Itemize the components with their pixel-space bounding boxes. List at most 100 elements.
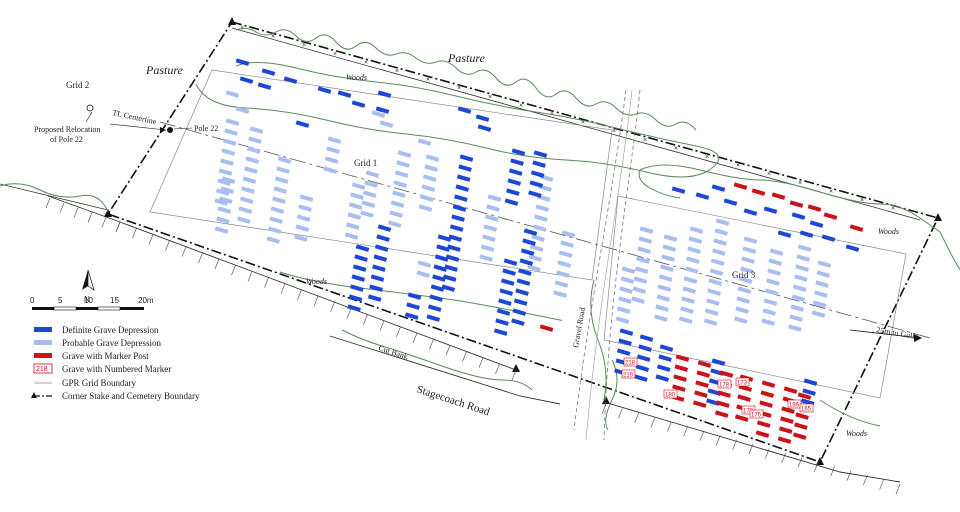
marker-post-grave xyxy=(795,412,809,420)
probable-grave xyxy=(483,224,498,232)
definite-grave xyxy=(658,354,672,362)
marker-post-grave xyxy=(823,212,838,220)
fence-mark: × xyxy=(891,206,895,213)
fence-mark: × xyxy=(860,197,864,204)
probable-grave xyxy=(298,204,312,212)
definite-grave xyxy=(441,284,456,292)
probable-grave xyxy=(632,286,647,294)
probable-grave xyxy=(249,126,264,134)
definite-grave xyxy=(618,338,632,346)
definite-grave xyxy=(655,374,670,382)
marker-number: 218 xyxy=(625,361,636,367)
probable-grave xyxy=(681,296,695,304)
probable-grave xyxy=(660,264,674,272)
probable-grave xyxy=(242,176,257,184)
probable-grave xyxy=(796,254,811,262)
hatch-line xyxy=(879,479,884,490)
marker-post-grave xyxy=(697,360,712,368)
definite-grave xyxy=(436,244,450,252)
definite-grave xyxy=(845,244,860,252)
definite-grave xyxy=(515,288,529,296)
fence-mark: × xyxy=(767,171,771,178)
proposed-relocation-marker xyxy=(86,104,94,112)
probable-grave xyxy=(295,224,310,232)
definite-grave xyxy=(477,124,492,132)
probable-grave xyxy=(556,270,570,278)
definite-grave xyxy=(619,328,634,336)
probable-grave xyxy=(214,226,229,234)
definite-grave xyxy=(502,268,516,276)
label-gravel-road: Gravel Road xyxy=(571,307,587,349)
probable-graves xyxy=(214,90,832,332)
probable-grave xyxy=(396,160,410,168)
corner-stake xyxy=(512,364,520,372)
probable-grave xyxy=(387,220,402,228)
legend-label: Grave with Marker Post xyxy=(62,351,149,361)
corner-stake xyxy=(816,457,824,465)
probable-grave xyxy=(266,236,281,244)
probable-grave xyxy=(561,230,576,238)
definite-grave xyxy=(659,344,674,352)
probable-grave xyxy=(763,298,778,306)
hatch-line xyxy=(264,277,269,288)
marker-number: 178 xyxy=(719,383,730,389)
definite-grave xyxy=(457,106,472,114)
probable-grave xyxy=(272,196,286,204)
marker-number: 173 xyxy=(737,381,748,387)
fence-mark: × xyxy=(364,59,368,66)
probable-grave xyxy=(769,248,784,256)
definite-grave xyxy=(695,192,710,200)
definite-grave xyxy=(803,378,818,386)
probable-grave xyxy=(424,164,438,172)
probable-grave xyxy=(362,190,377,198)
probable-grave xyxy=(218,196,233,204)
hatch-line xyxy=(280,283,286,294)
hatch-line xyxy=(396,326,401,337)
probable-grave xyxy=(767,268,781,276)
definite-grave xyxy=(508,168,523,176)
probable-grave xyxy=(817,260,832,268)
marker-post-grave xyxy=(777,436,792,444)
hatch-line xyxy=(797,457,803,468)
label-grid-1: Grid 1 xyxy=(354,158,377,168)
hatch-line xyxy=(814,461,819,472)
definite-grave xyxy=(821,234,836,242)
probable-grave xyxy=(618,296,632,304)
definite-grave xyxy=(372,264,386,272)
definite-grave xyxy=(429,294,443,302)
probable-grave xyxy=(348,202,363,210)
definite-grave xyxy=(352,264,367,272)
definite-grave xyxy=(407,292,422,300)
hatch-line xyxy=(87,212,93,223)
corner-stake xyxy=(104,209,112,217)
probable-grave xyxy=(742,246,757,254)
hatch-line xyxy=(148,234,154,245)
marker-post-grave xyxy=(675,354,690,362)
probable-grave xyxy=(248,136,262,144)
label-woods-east: Woods xyxy=(878,227,899,236)
probable-grave xyxy=(631,296,645,304)
definite-grave xyxy=(495,318,509,326)
probable-grave xyxy=(361,200,376,208)
scale-tick: 15 xyxy=(110,296,119,305)
hatch-line xyxy=(412,332,418,344)
definite-grave xyxy=(506,188,520,196)
probable-grave xyxy=(528,254,543,262)
definite-grave xyxy=(520,248,535,256)
probable-grave xyxy=(680,306,694,314)
label-stagecoach-road: Stagecoach Road xyxy=(415,383,492,418)
marker-post-grave xyxy=(692,400,707,408)
probable-grave xyxy=(217,178,231,186)
definite-grave xyxy=(354,254,368,262)
gully-arrow xyxy=(849,329,922,342)
definite-grave xyxy=(532,160,546,168)
definite-grave xyxy=(493,328,508,336)
legend-label: Probable Grave Depression xyxy=(62,338,161,348)
definite-grave xyxy=(616,348,631,356)
marker-post-grave xyxy=(755,430,770,438)
hatch-line xyxy=(667,421,672,432)
probable-grave xyxy=(795,264,809,272)
probable-grave xyxy=(347,212,362,220)
hatch-line xyxy=(181,246,187,257)
north-arrow: N xyxy=(82,269,95,304)
